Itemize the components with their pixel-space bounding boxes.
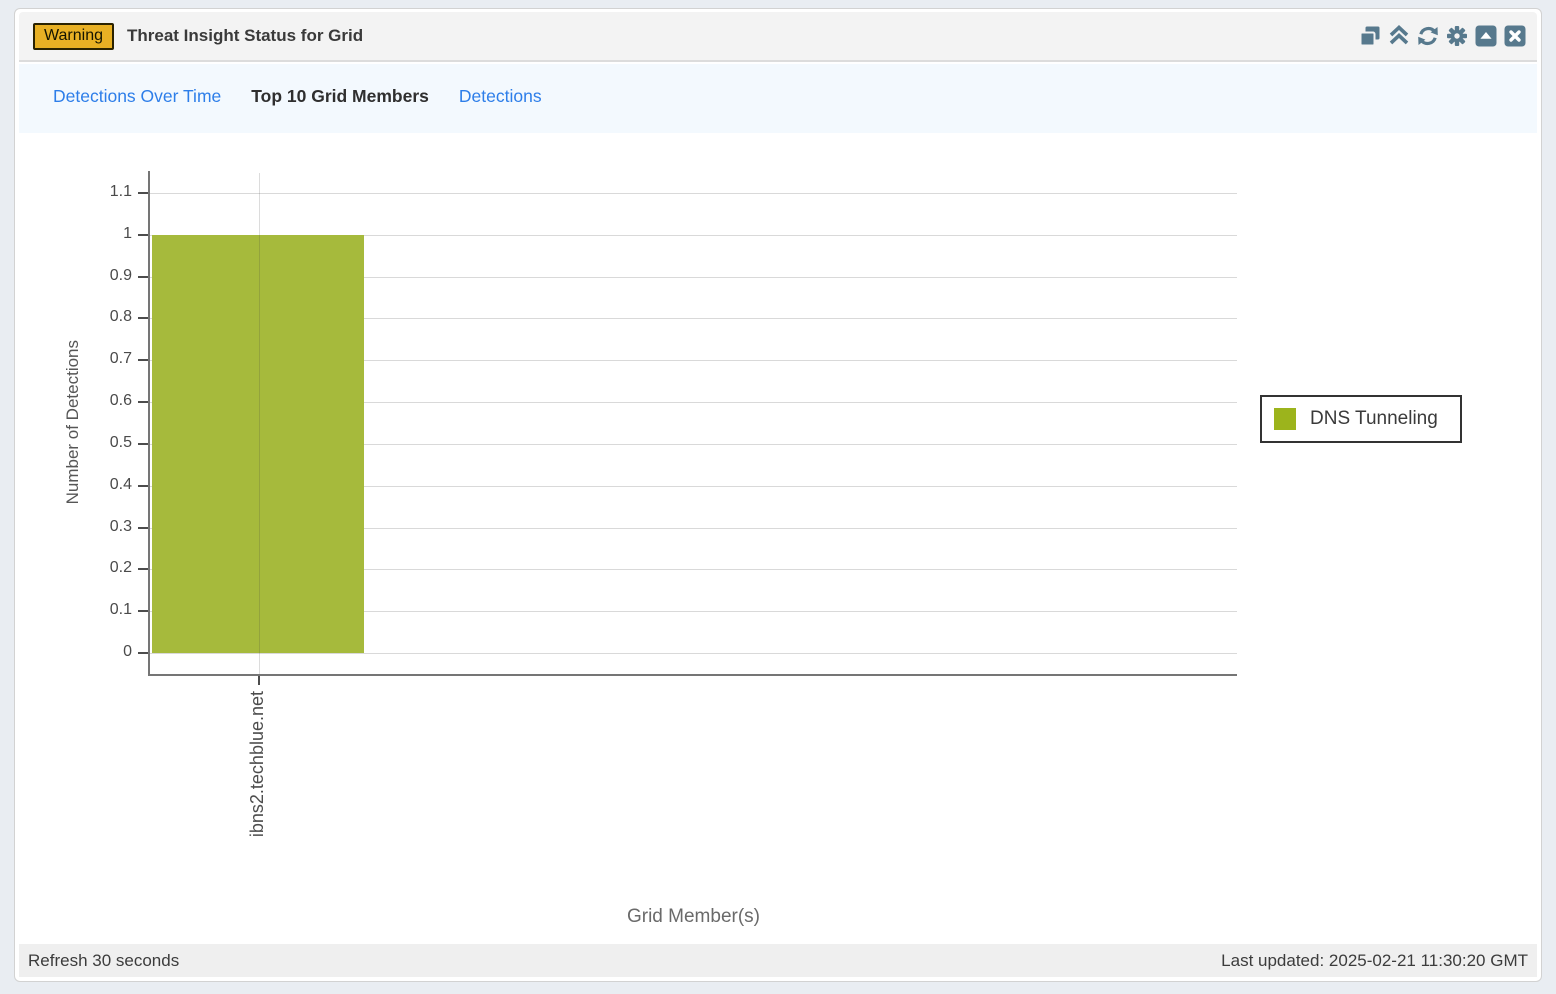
y-gridline <box>150 402 1237 404</box>
x-tick-label: ibns2.techblue.net <box>246 691 267 838</box>
last-updated-text: Last updated: 2025-02-21 11:30:20 GMT <box>1221 950 1528 970</box>
widget-tab-bar: Detections Over Time Top 10 Grid Members… <box>19 64 1537 139</box>
legend-label: DNS Tunneling <box>1310 408 1438 429</box>
y-gridline <box>150 443 1237 445</box>
y-gridline <box>150 527 1237 529</box>
y-gridline <box>150 276 1237 278</box>
y-tick-label: 0.3 <box>109 517 132 535</box>
y-gridline <box>150 569 1237 571</box>
x-axis-title: Grid Member(s) <box>626 906 760 927</box>
y-gridline <box>150 611 1237 613</box>
y-axis-tick <box>138 484 148 487</box>
double-chevron-up-icon[interactable] <box>1387 24 1411 48</box>
y-axis-tick <box>138 526 148 529</box>
chart-region: Number of Detections 0 0.1 0.2 0.3 0.4 0.5 0.6… <box>19 133 1537 949</box>
y-tick-label: 0.4 <box>109 475 132 493</box>
y-gridline <box>150 318 1237 320</box>
y-axis-tick <box>138 401 148 404</box>
threat-insight-widget: Warning Threat Insight Status for Grid <box>14 8 1542 982</box>
y-gridline <box>150 193 1237 194</box>
y-axis-tick <box>138 359 148 362</box>
gear-icon[interactable] <box>1445 24 1469 48</box>
tab-detections-over-time[interactable]: Detections Over Time <box>53 86 222 106</box>
collapse-icon[interactable] <box>1474 24 1498 48</box>
refresh-interval-text: Refresh 30 seconds <box>28 950 180 970</box>
y-tick-label: 0.9 <box>109 266 132 284</box>
widget-title: Threat Insight Status for Grid <box>126 26 364 45</box>
y-tick-label: 0.5 <box>109 433 132 451</box>
y-axis-tick <box>138 192 148 194</box>
status-badge: Warning <box>33 22 114 50</box>
y-tick-label: 0.1 <box>109 601 132 619</box>
y-tick-label: 0.2 <box>109 559 132 577</box>
x-gridline <box>258 173 260 674</box>
x-axis-tick <box>257 676 260 685</box>
x-axis-line <box>148 674 1237 676</box>
y-gridline <box>150 653 1237 654</box>
widget-toolbar <box>1358 24 1527 48</box>
legend-swatch <box>1274 408 1296 430</box>
bar-chart-plot-area: 0 0.1 0.2 0.3 0.4 0.5 0.6 0.7 0.8 0.9 1 1.1 ibns2.te… <box>110 171 1237 837</box>
y-gridline <box>150 234 1237 236</box>
y-axis-line <box>148 171 150 674</box>
bar-ibns2.techblue.net[interactable] <box>152 234 365 653</box>
y-axis-tick <box>138 317 148 320</box>
refresh-icon[interactable] <box>1416 24 1440 48</box>
tab-detections[interactable]: Detections <box>458 86 542 106</box>
y-gridline <box>150 485 1237 487</box>
tab-top-10-grid-members[interactable]: Top 10 Grid Members <box>251 86 429 106</box>
widget-footer: Refresh 30 seconds Last updated: 2025-02… <box>19 944 1537 977</box>
y-tick-label: 0.7 <box>109 350 132 368</box>
y-tick-label: 0.8 <box>109 308 132 326</box>
y-tick-label: 1 <box>123 224 132 242</box>
widget-header: Warning Threat Insight Status for Grid <box>19 12 1537 62</box>
y-gridline <box>150 360 1237 362</box>
close-icon[interactable] <box>1503 24 1527 48</box>
y-tick-label: 0.6 <box>109 392 132 410</box>
y-axis-tick <box>138 652 148 654</box>
y-tick-label: 1.1 <box>109 183 132 200</box>
y-axis-tick <box>138 610 148 613</box>
y-axis-tick <box>138 233 148 236</box>
chart-legend: DNS Tunneling <box>1260 395 1462 443</box>
y-tick-label: 0 <box>123 643 132 660</box>
y-axis-tick <box>138 275 148 278</box>
cascade-windows-icon[interactable] <box>1358 24 1382 48</box>
y-axis-tick <box>138 568 148 571</box>
y-axis-tick <box>138 442 148 445</box>
y-axis-title: Number of Detections <box>63 340 82 505</box>
